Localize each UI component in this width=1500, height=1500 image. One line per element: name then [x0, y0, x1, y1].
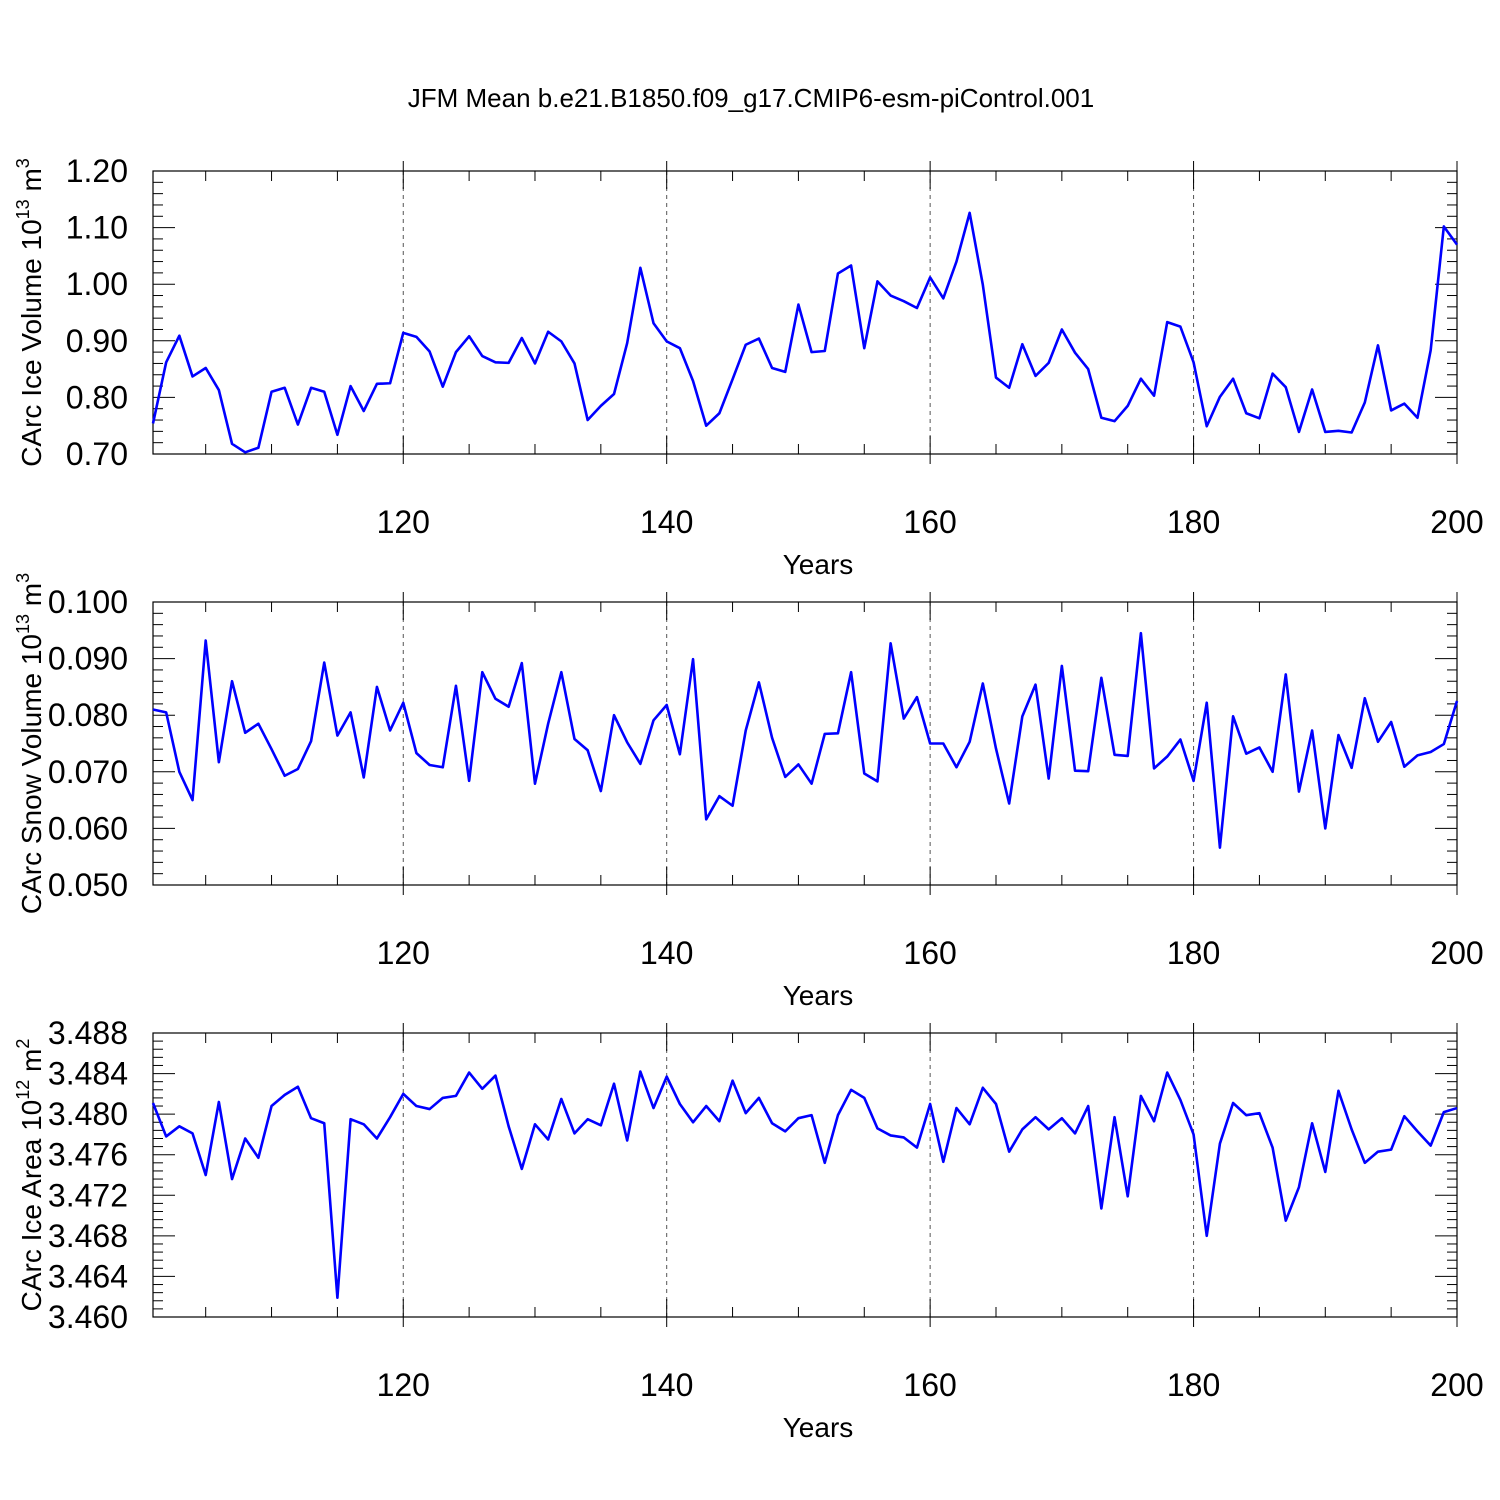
x-tick-label: 200: [1430, 1367, 1483, 1403]
series-line: [152, 631, 1459, 849]
y-tick-label: 3.488: [48, 1015, 128, 1051]
y-tick-label: 3.468: [48, 1218, 128, 1254]
x-tick-label: 180: [1167, 935, 1220, 971]
y-tick-label: 1.00: [66, 266, 128, 302]
plot-frame: [152, 1032, 1458, 1318]
x-tick-label: 120: [377, 935, 430, 971]
y-tick-label: 3.484: [48, 1056, 128, 1092]
x-axis-label: Years: [783, 549, 854, 580]
panel-1: 0.70 0.80 0.90 1.00 1.10 1.20 120 140 160 180 200 Y…: [13, 153, 1484, 580]
y-tick-label: 1.10: [66, 210, 128, 246]
x-tick-label: 140: [640, 1367, 693, 1403]
x-tick-label: 160: [903, 935, 956, 971]
y-tick-label: 0.90: [66, 323, 128, 359]
y-tick-label: 0.70: [66, 436, 128, 472]
y-axis-label: CArc Snow Volume 1013 m3: [13, 573, 47, 914]
y-tick-label: 0.80: [66, 379, 128, 415]
x-tick-label: 120: [377, 504, 430, 540]
panel-3: 3.460 3.464 3.468 3.472 3.476 3.480 3.484 3.488…: [13, 1015, 1484, 1443]
series-line: [151, 1070, 1458, 1300]
y-tick-label: 3.476: [48, 1137, 128, 1173]
x-tick-label: 140: [640, 504, 693, 540]
y-tick-label: 1.20: [66, 153, 128, 189]
x-axis-label: Years: [783, 980, 854, 1011]
y-tick-label: 0.080: [48, 697, 128, 733]
x-tick-label: 180: [1167, 1367, 1220, 1403]
plot-frame: [152, 601, 1458, 886]
y-tick-label: 0.070: [48, 754, 128, 790]
x-axis-label: Years: [783, 1412, 854, 1443]
x-tick-label: 120: [377, 1367, 430, 1403]
series-line: [151, 211, 1459, 454]
x-tick-label: 200: [1430, 935, 1483, 971]
x-tick-label: 140: [640, 935, 693, 971]
x-tick-label: 200: [1430, 504, 1483, 540]
y-axis-label: CArc Ice Area 1012 m2: [13, 1039, 47, 1312]
x-tick-label: 180: [1167, 504, 1220, 540]
y-tick-label: 0.100: [48, 584, 128, 620]
y-tick-label: 0.050: [48, 867, 128, 903]
plot-frame: [152, 170, 1458, 455]
y-axis-label: CArc Ice Volume 1013 m3: [13, 158, 47, 467]
y-tick-label: 3.464: [48, 1258, 128, 1294]
y-tick-label: 3.460: [48, 1299, 128, 1335]
y-tick-label: 0.060: [48, 810, 128, 846]
y-tick-label: 3.472: [48, 1177, 128, 1213]
panel-2: 0.050 0.060 0.070 0.080 0.090 0.100 120 140 160 1…: [13, 573, 1484, 1011]
y-tick-label: 3.480: [48, 1096, 128, 1132]
x-tick-label: 160: [903, 504, 956, 540]
figure-title: JFM Mean b.e21.B1850.f09_g17.CMIP6-esm-p…: [408, 83, 1094, 113]
y-tick-label: 0.090: [48, 641, 128, 677]
x-tick-label: 160: [903, 1367, 956, 1403]
